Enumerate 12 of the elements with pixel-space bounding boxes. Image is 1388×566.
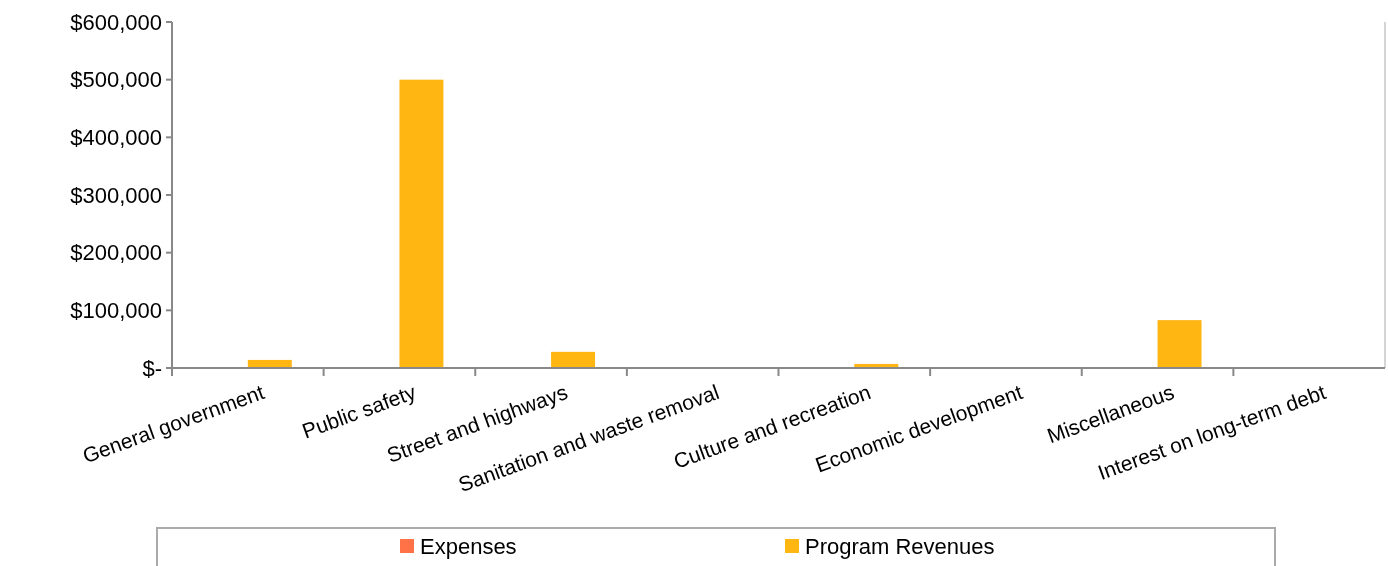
bar <box>399 79 444 368</box>
y-tick-label: $500,000 <box>70 67 162 93</box>
legend-label: Program Revenues <box>805 533 995 559</box>
bar <box>551 351 596 368</box>
y-tick-label: $- <box>142 355 162 381</box>
bar <box>1157 320 1202 368</box>
y-tick-label: $600,000 <box>70 9 162 35</box>
y-tick-label: $300,000 <box>70 182 162 208</box>
y-tick-label: $400,000 <box>70 125 162 151</box>
y-tick-label: $200,000 <box>70 240 162 266</box>
y-tick-label: $100,000 <box>70 298 162 324</box>
legend-label: Expenses <box>420 533 517 559</box>
